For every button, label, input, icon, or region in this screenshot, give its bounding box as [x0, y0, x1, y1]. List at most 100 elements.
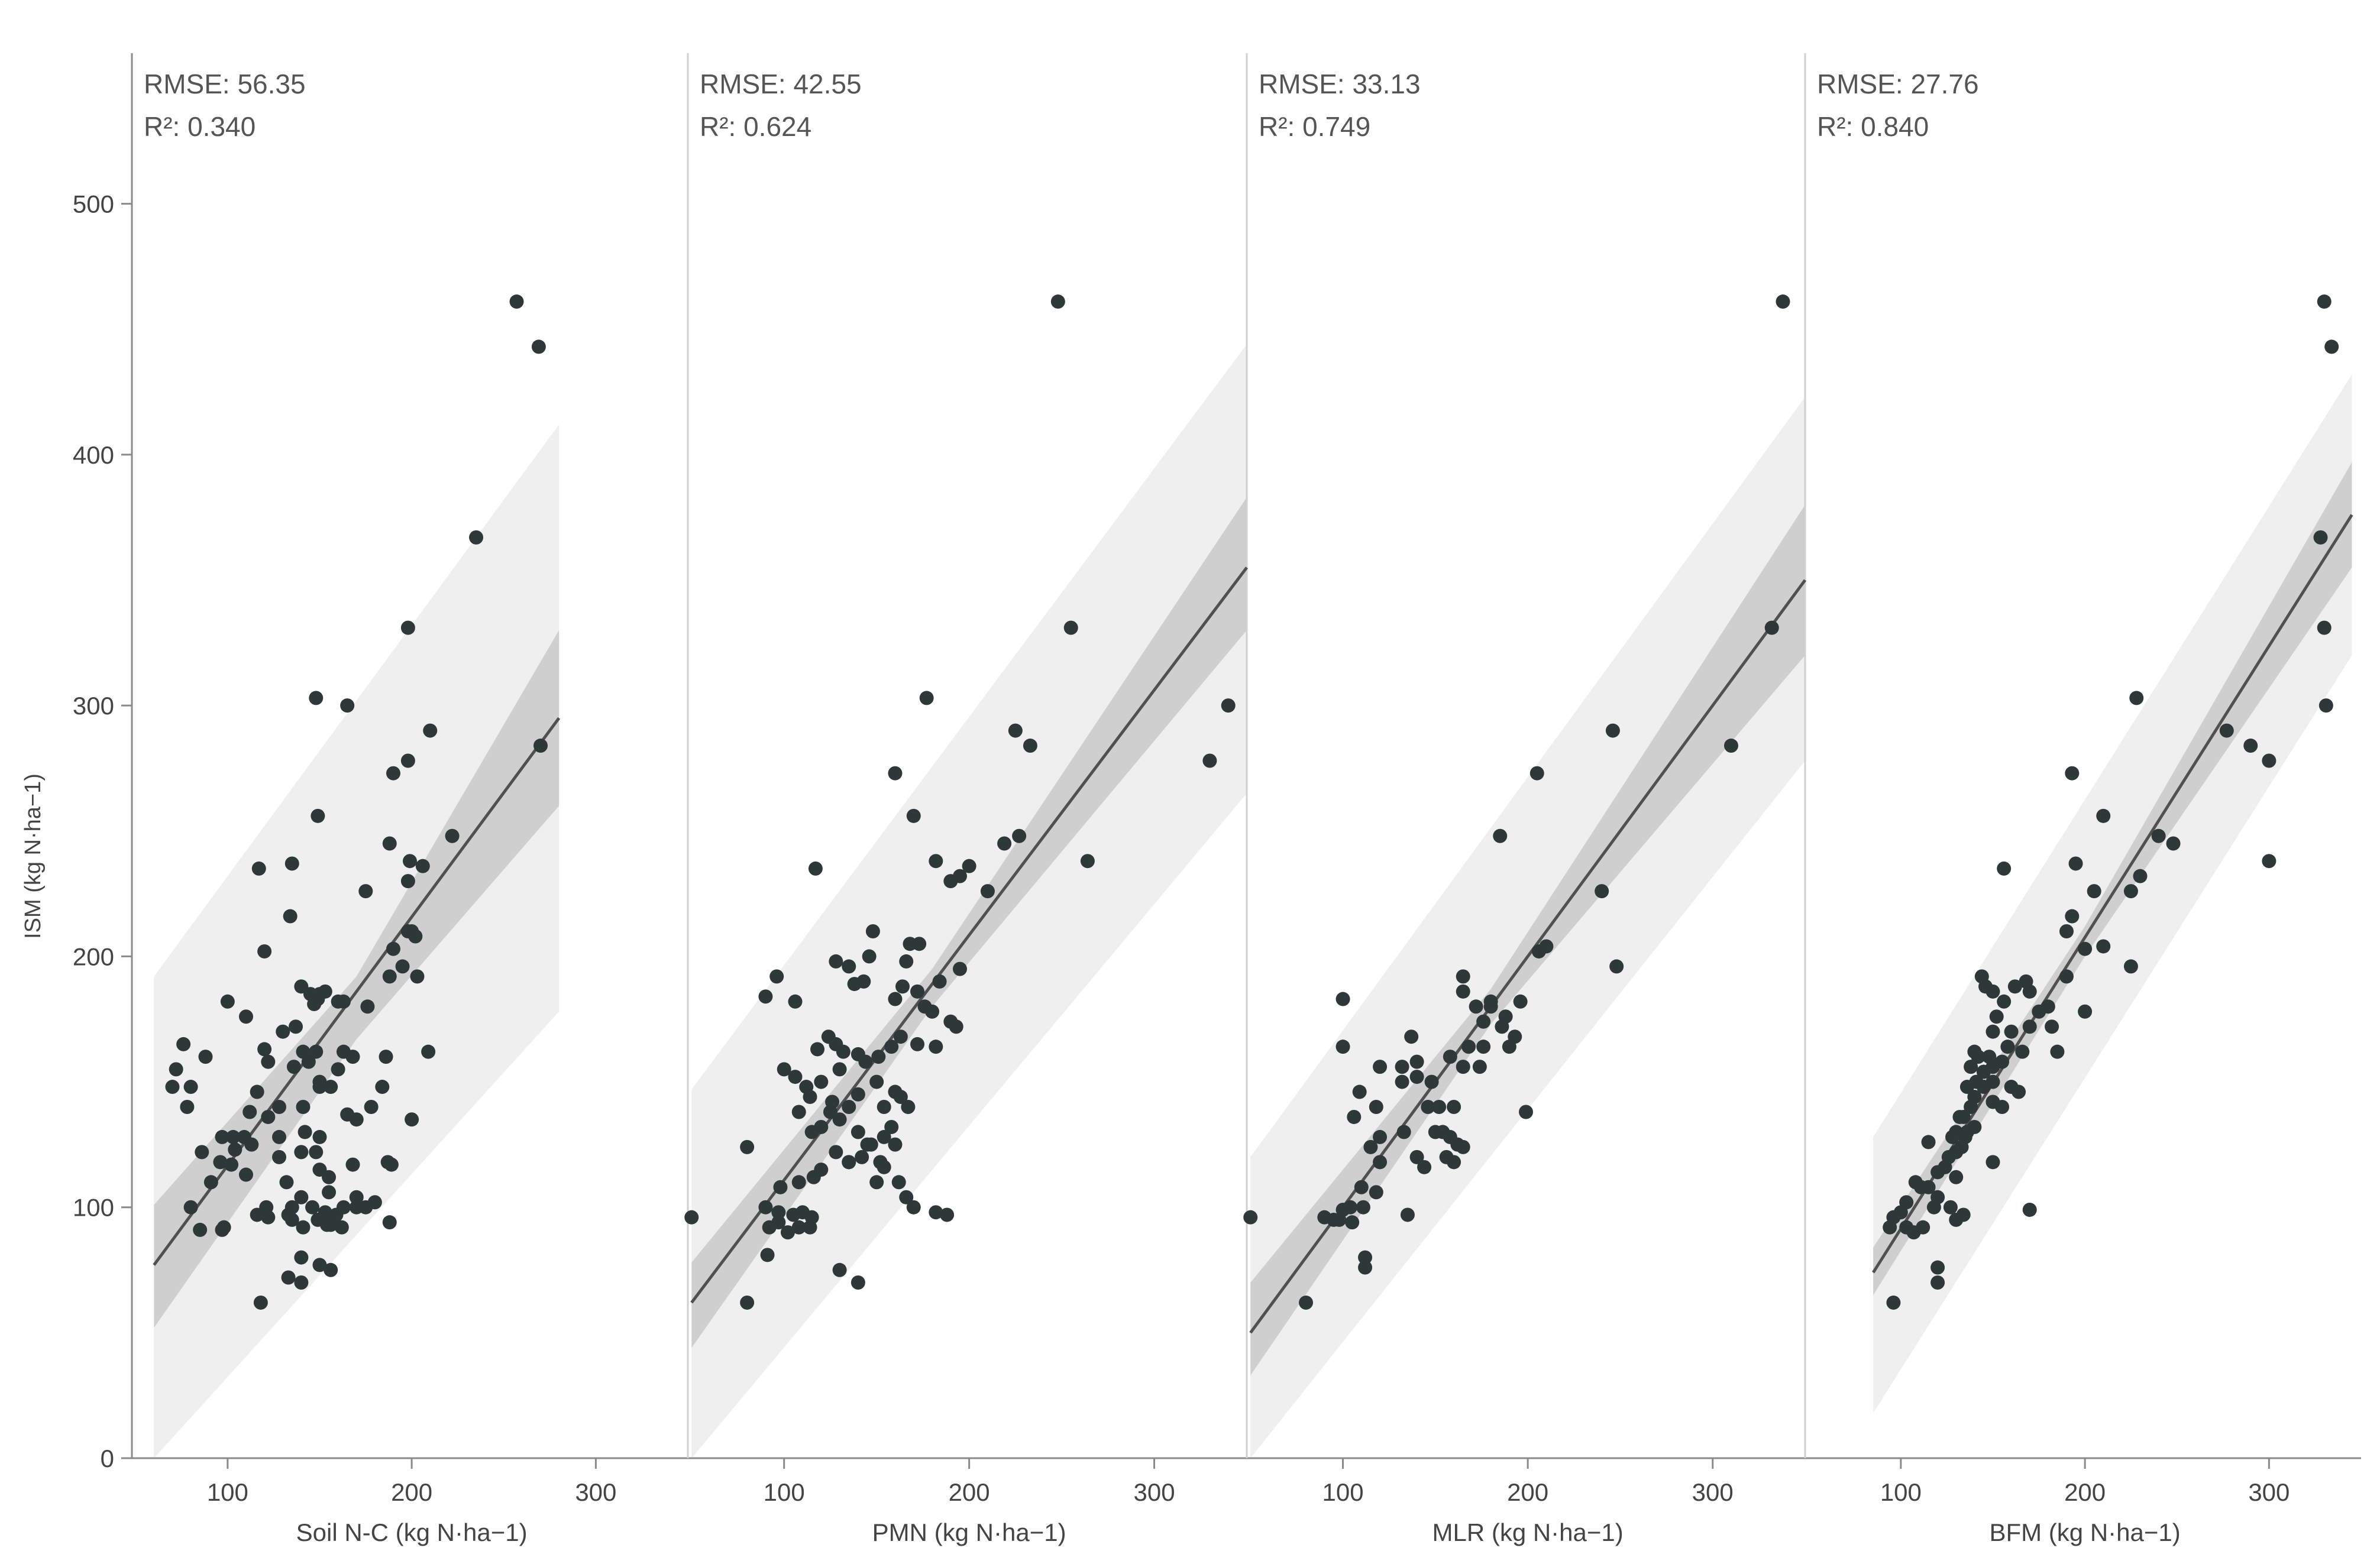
data-point — [1335, 1040, 1350, 1054]
data-point — [336, 994, 351, 1009]
data-point — [531, 339, 546, 354]
data-point — [877, 1129, 891, 1144]
data-point — [1776, 294, 1790, 309]
data-point — [891, 1175, 906, 1190]
data-point — [762, 1220, 777, 1235]
data-point — [1986, 1155, 2000, 1170]
data-point — [324, 1218, 338, 1232]
data-point — [386, 941, 400, 956]
data-point — [312, 1258, 327, 1272]
data-point — [1447, 1155, 1461, 1170]
data-point — [2151, 828, 2166, 843]
data-point — [2262, 753, 2276, 768]
data-point — [869, 1175, 884, 1190]
rmse-label: RMSE: 56.35 — [144, 69, 306, 99]
data-point — [2318, 698, 2333, 713]
data-point — [1409, 1150, 1424, 1164]
data-point — [803, 1220, 817, 1235]
data-point — [400, 753, 415, 768]
data-point — [2087, 884, 2101, 899]
data-point — [403, 854, 417, 869]
data-point — [345, 1157, 360, 1172]
x-tick-label: 300 — [2248, 1478, 2290, 1506]
data-point — [1395, 1074, 1409, 1089]
data-point — [180, 1100, 195, 1114]
r2-label: R²: 0.749 — [1259, 111, 1370, 142]
data-point — [1964, 1100, 1978, 1114]
data-point — [877, 1160, 891, 1174]
x-axis-label: MLR (kg N·ha−1) — [1432, 1518, 1623, 1546]
data-point — [2129, 691, 2144, 705]
r2-label: R²: 0.840 — [1817, 111, 1929, 142]
x-tick-label: 300 — [1692, 1478, 1734, 1506]
data-point — [803, 1090, 817, 1105]
data-point — [952, 961, 967, 976]
data-point — [1080, 854, 1095, 869]
data-point — [279, 1175, 294, 1190]
data-point — [250, 1084, 264, 1099]
data-point — [2166, 836, 2181, 851]
data-point — [2065, 766, 2080, 781]
data-point — [1443, 1050, 1457, 1064]
data-point — [1997, 861, 2012, 876]
data-point — [2065, 909, 2080, 924]
data-point — [294, 1145, 309, 1160]
prediction-band — [1250, 397, 1805, 1458]
data-point — [2019, 974, 2033, 989]
data-point — [1363, 1139, 1378, 1154]
data-point — [919, 691, 934, 705]
data-point — [309, 691, 324, 705]
data-point — [203, 1175, 218, 1190]
data-point — [358, 1200, 373, 1215]
points-layer — [165, 294, 2339, 1310]
confidence-band — [691, 497, 1247, 1348]
data-point — [758, 989, 773, 1004]
data-point — [349, 1190, 364, 1204]
data-point — [251, 861, 266, 876]
data-point — [740, 1139, 755, 1154]
data-point — [1373, 1155, 1388, 1170]
data-point — [301, 1054, 316, 1069]
data-point — [895, 979, 910, 994]
data-point — [910, 984, 925, 999]
data-point — [1373, 1129, 1388, 1144]
data-point — [1914, 1180, 1929, 1194]
data-point — [851, 1275, 865, 1290]
data-point — [925, 1004, 940, 1019]
data-point — [910, 1037, 925, 1051]
data-point — [2123, 959, 2138, 974]
data-point — [952, 869, 967, 883]
data-point — [808, 861, 823, 876]
y-tick-label: 500 — [73, 190, 114, 218]
data-point — [284, 856, 299, 871]
data-point — [1495, 1019, 1509, 1034]
data-point — [408, 929, 423, 944]
data-point — [893, 1090, 908, 1105]
data-point — [1369, 1185, 1383, 1200]
data-point — [284, 1212, 299, 1227]
data-point — [169, 1062, 183, 1077]
data-point — [250, 1207, 264, 1222]
data-point — [769, 969, 784, 984]
data-point — [771, 1205, 786, 1220]
data-point — [305, 1200, 320, 1215]
data-point — [851, 1125, 865, 1139]
data-point — [1956, 1207, 1971, 1222]
data-point — [244, 1137, 259, 1152]
data-point — [2032, 1004, 2046, 1019]
data-point — [2123, 884, 2138, 899]
data-point — [1978, 979, 1993, 994]
data-point — [1609, 959, 1624, 974]
data-point — [257, 1042, 272, 1057]
x-tick-label: 200 — [949, 1478, 990, 1506]
data-point — [309, 1044, 324, 1059]
data-point — [183, 1200, 198, 1215]
data-point — [2219, 723, 2234, 738]
data-point — [855, 1150, 869, 1164]
data-point — [1354, 1180, 1369, 1194]
data-point — [932, 974, 947, 989]
data-point — [1317, 1210, 1332, 1225]
data-point — [294, 1275, 309, 1290]
